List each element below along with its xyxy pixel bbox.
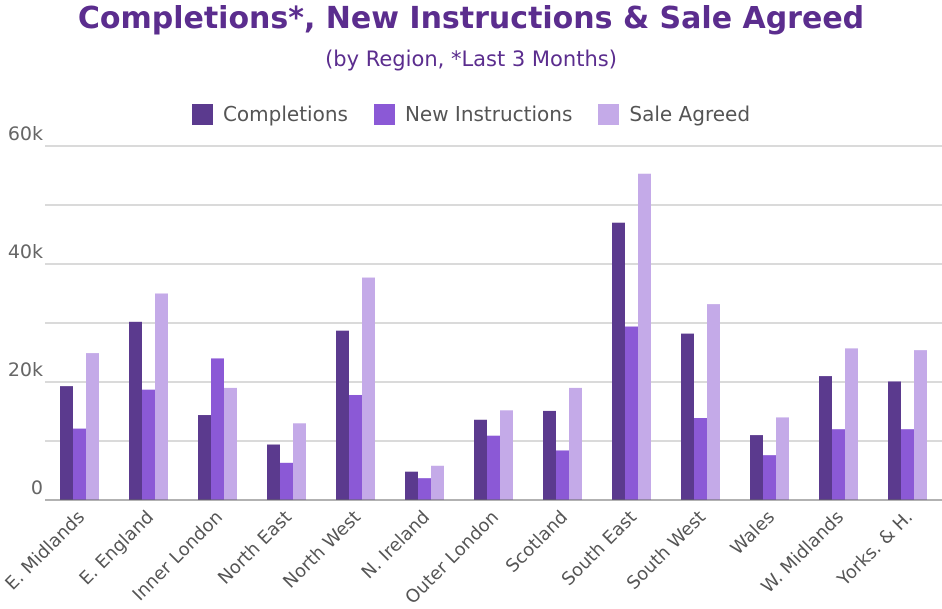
bar-sale-agreed-north-east xyxy=(293,423,306,500)
bar-completions-north-west xyxy=(336,330,349,500)
legend-swatch-completions xyxy=(191,103,213,125)
legend-label-completions: Completions xyxy=(222,102,348,126)
legend-label-new-instructions: New Instructions xyxy=(404,102,573,126)
bar-new-instructions-inner-london xyxy=(211,358,224,500)
legend-swatch-sale-agreed xyxy=(598,103,620,125)
y-tick-label: 20k xyxy=(8,359,43,381)
chart-subtitle: (by Region, *Last 3 Months) xyxy=(325,47,617,71)
bar-new-instructions-yorks-h xyxy=(901,429,914,500)
legend-item-sale-agreed[interactable]: Sale Agreed xyxy=(598,102,750,126)
bar-new-instructions-north-east xyxy=(280,462,293,500)
bar-sale-agreed-w-midlands xyxy=(845,348,858,500)
bar-completions-outer-london xyxy=(474,419,487,500)
bar-sale-agreed-inner-london xyxy=(224,387,237,500)
bar-new-instructions-e-midlands xyxy=(73,428,86,500)
x-tick-label-scotland: Scotland xyxy=(502,507,572,577)
x-tick-label-e-midlands: E. Midlands xyxy=(1,507,89,595)
bar-new-instructions-outer-london xyxy=(487,435,500,500)
y-tick-label: 60k xyxy=(8,123,43,145)
bar-completions-e-england xyxy=(129,321,142,500)
bar-sale-agreed-outer-london xyxy=(500,410,513,500)
bar-new-instructions-south-west xyxy=(694,417,707,500)
bar-new-instructions-wales xyxy=(763,455,776,500)
bar-sale-agreed-south-west xyxy=(707,304,720,500)
bar-completions-yorks-h xyxy=(888,381,901,500)
bar-new-instructions-n-ireland xyxy=(418,478,431,500)
bar-completions-scotland xyxy=(543,410,556,500)
bar-sale-agreed-yorks-h xyxy=(914,350,927,500)
legend-item-completions[interactable]: Completions xyxy=(191,102,348,126)
bar-completions-n-ireland xyxy=(405,471,418,500)
bar-new-instructions-w-midlands xyxy=(832,429,845,500)
chart-title: Completions*, New Instructions & Sale Ag… xyxy=(77,1,865,36)
bar-sale-agreed-wales xyxy=(776,417,789,500)
legend-swatch-new-instructions xyxy=(373,103,395,125)
bar-sale-agreed-e-england xyxy=(155,293,168,500)
bar-new-instructions-south-east xyxy=(625,326,638,500)
bar-completions-south-west xyxy=(681,333,694,500)
y-tick-label: 0 xyxy=(31,477,43,499)
bar-completions-w-midlands xyxy=(819,376,832,500)
bar-sale-agreed-e-midlands xyxy=(86,353,99,500)
bar-completions-north-east xyxy=(267,444,280,500)
bar-new-instructions-e-england xyxy=(142,389,155,500)
bar-completions-wales xyxy=(750,435,763,500)
bar-sale-agreed-n-ireland xyxy=(431,465,444,500)
bars xyxy=(60,173,927,501)
legend-label-sale-agreed: Sale Agreed xyxy=(629,102,751,126)
bar-completions-e-midlands xyxy=(60,386,73,500)
gridlines xyxy=(45,145,942,442)
chart-legend: Completions New Instructions Sale Agreed xyxy=(0,98,942,130)
bar-sale-agreed-scotland xyxy=(569,387,582,500)
bar-completions-inner-london xyxy=(198,415,211,500)
bar-sale-agreed-south-east xyxy=(638,173,651,501)
legend-item-new-instructions[interactable]: New Instructions xyxy=(373,102,573,126)
bar-new-instructions-north-west xyxy=(349,394,362,500)
bar-new-instructions-scotland xyxy=(556,450,569,500)
x-tick-label-wales: Wales xyxy=(727,507,779,559)
bar-completions-south-east xyxy=(612,222,625,500)
bar-sale-agreed-north-west xyxy=(362,277,375,500)
y-tick-label: 40k xyxy=(8,241,43,263)
